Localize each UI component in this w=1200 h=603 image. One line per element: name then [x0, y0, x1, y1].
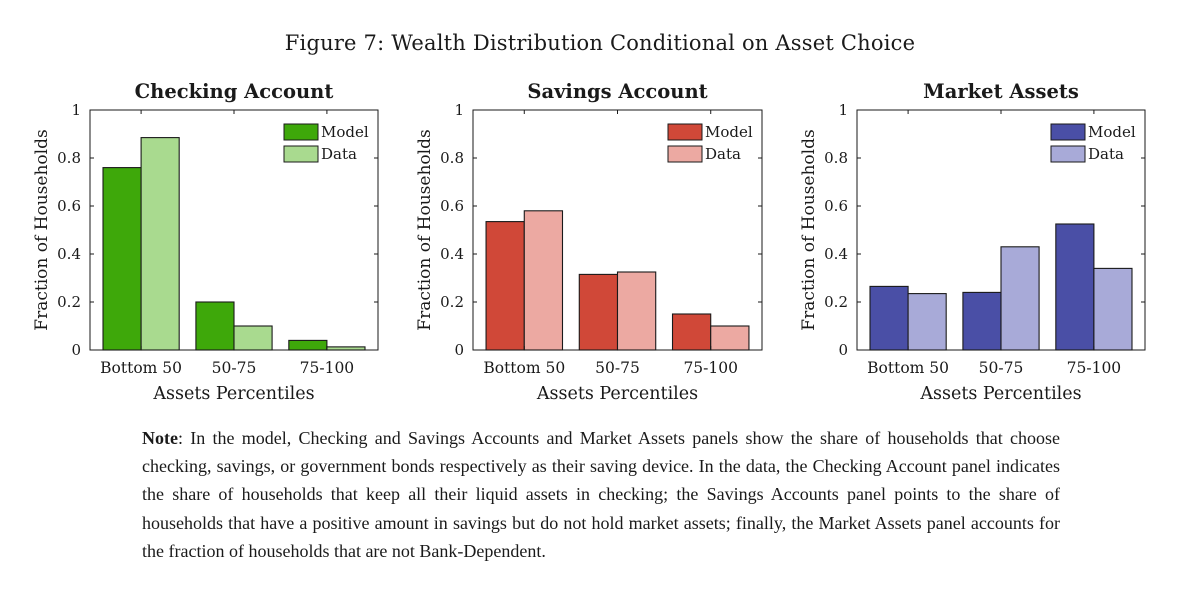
chart2-xlabel: Assets Percentiles [536, 384, 698, 404]
chart3-ylabel: Fraction of Households [799, 129, 819, 330]
chart2-legend-swatch-data [667, 145, 703, 163]
chart3-ytick-label: 0.8 [824, 149, 848, 167]
chart1-bar-model-3 [288, 339, 328, 351]
chart1-ytick-label: 0.8 [57, 149, 81, 167]
chart2-ytick-label: 0.2 [440, 293, 464, 311]
chart2-bar-model-3 [671, 313, 712, 351]
chart1-title: Checking Account [135, 80, 334, 103]
chart1-bar-model-1 [102, 167, 142, 351]
chart2-ytick-label: 0.4 [440, 245, 464, 263]
chart3-bar-model-2 [962, 291, 1002, 351]
figure-title: Figure 7: Wealth Distribution Conditiona… [284, 31, 916, 55]
chart2-bar-data-1 [523, 210, 564, 351]
chart3-ytick-label: 0.6 [824, 197, 848, 215]
chart1-legend-label-model: Model [321, 123, 369, 141]
chart1-bar-data-2 [233, 325, 273, 351]
chart3-bar-data-2 [1000, 246, 1040, 351]
chart1-ylabel: Fraction of Households [32, 129, 52, 330]
chart1-ytick-label: 1 [71, 101, 81, 119]
chart3-bar-data-3 [1093, 267, 1133, 351]
chart3-bar-model-3 [1055, 223, 1095, 351]
figure-note: Note: In the model, Checking and Savings… [142, 424, 1060, 565]
chart1-legend-swatch-data [283, 145, 319, 163]
chart3-bar-data-1 [907, 293, 947, 351]
chart2-ytick-label: 1 [454, 101, 464, 119]
note-text: : In the model, Checking and Savings Acc… [142, 428, 1060, 561]
chart3-ytick-label: 1 [838, 101, 848, 119]
chart2-legend-label-model: Model [705, 123, 753, 141]
chart1-xtick-label: 50-75 [212, 359, 257, 377]
chart2-xtick-label: Bottom 50 [483, 359, 565, 377]
chart2-title: Savings Account [527, 80, 707, 103]
chart1-bar-data-1 [140, 137, 180, 351]
chart2-legend-swatch-model [667, 123, 703, 141]
chart3-ytick-label: 0 [838, 341, 848, 359]
chart2-xtick-label: 75-100 [683, 359, 738, 377]
note-label: Note [142, 428, 178, 448]
chart1-legend-swatch-model [283, 123, 319, 141]
chart3-xtick-label: 75-100 [1067, 359, 1122, 377]
chart2-bar-model-1 [485, 221, 525, 351]
chart2-ylabel: Fraction of Households [415, 129, 435, 330]
chart3-bar-model-1 [869, 285, 909, 351]
chart1-xtick-label: 75-100 [300, 359, 355, 377]
chart1-legend-label-data: Data [321, 145, 357, 163]
chart3-xtick-label: Bottom 50 [867, 359, 949, 377]
chart3-legend-swatch-data [1050, 145, 1086, 163]
chart1-xlabel: Assets Percentiles [152, 384, 314, 404]
chart2-xtick-label: 50-75 [595, 359, 640, 377]
chart3-ytick-label: 0.4 [824, 245, 848, 263]
chart1-xtick-label: Bottom 50 [100, 359, 182, 377]
chart2-bar-data-2 [616, 271, 657, 351]
chart3-legend-swatch-model [1050, 123, 1086, 141]
chart3-legend-label-model: Model [1088, 123, 1136, 141]
chart3-legend-label-data: Data [1088, 145, 1124, 163]
chart3-xtick-label: 50-75 [979, 359, 1024, 377]
chart2-legend-label-data: Data [705, 145, 741, 163]
chart3-xlabel: Assets Percentiles [919, 384, 1081, 404]
chart2-bar-model-2 [578, 273, 619, 351]
chart2-bar-data-3 [710, 325, 750, 351]
chart2-ytick-label: 0.6 [440, 197, 464, 215]
chart2-ytick-label: 0.8 [440, 149, 464, 167]
chart1-ytick-label: 0.6 [57, 197, 81, 215]
chart1-bar-model-2 [195, 301, 235, 351]
chart1-ytick-label: 0 [71, 341, 81, 359]
chart2-ytick-label: 0 [454, 341, 464, 359]
chart1-ytick-label: 0.2 [57, 293, 81, 311]
chart1-ytick-label: 0.4 [57, 245, 81, 263]
chart3-ytick-label: 0.2 [824, 293, 848, 311]
chart3-title: Market Assets [923, 80, 1079, 103]
